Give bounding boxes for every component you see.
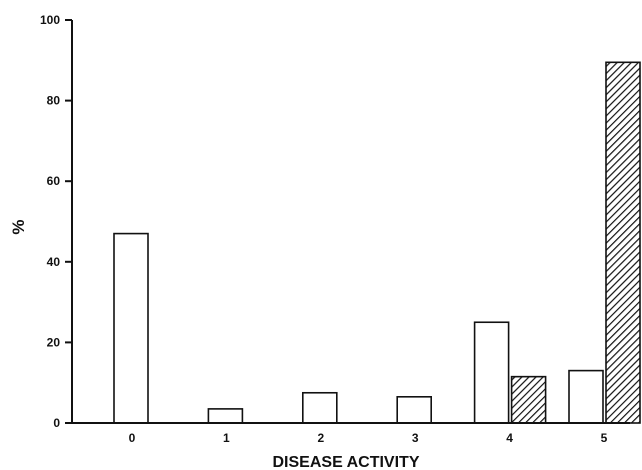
open-bar-5 <box>568 369 604 424</box>
x-tick-label: 2 <box>317 431 324 445</box>
hatched-bar-4 <box>510 375 547 424</box>
x-tick-label: 4 <box>506 431 513 445</box>
x-tick-label: 0 <box>129 431 136 445</box>
x-tick-label: 5 <box>601 431 608 445</box>
open-bar-3 <box>396 396 433 424</box>
y-tick-label: 0 <box>53 416 60 430</box>
y-axis-title: % <box>9 219 28 234</box>
x-tick-label: 1 <box>223 431 230 445</box>
y-tick-label: 100 <box>40 13 60 27</box>
x-tick-label: 3 <box>412 431 419 445</box>
y-tick-label: 20 <box>47 335 61 349</box>
axes-layer <box>71 20 630 424</box>
y-tick-label: 40 <box>47 255 61 269</box>
open-bar-2 <box>301 391 338 424</box>
bars-layer <box>113 61 641 424</box>
y-tick-label: 80 <box>47 94 61 108</box>
open-bar-4 <box>473 321 510 424</box>
open-bar-1 <box>207 408 244 424</box>
y-axis-ticks: 0 20 40 60 80 100 <box>40 13 72 430</box>
x-axis-ticks: 0 1 2 3 4 5 <box>129 431 608 445</box>
y-tick-label: 60 <box>47 174 61 188</box>
x-axis-title: DISEASE ACTIVITY <box>273 454 420 470</box>
open-bar-0 <box>113 232 149 424</box>
hatched-bar-5 <box>605 61 641 424</box>
